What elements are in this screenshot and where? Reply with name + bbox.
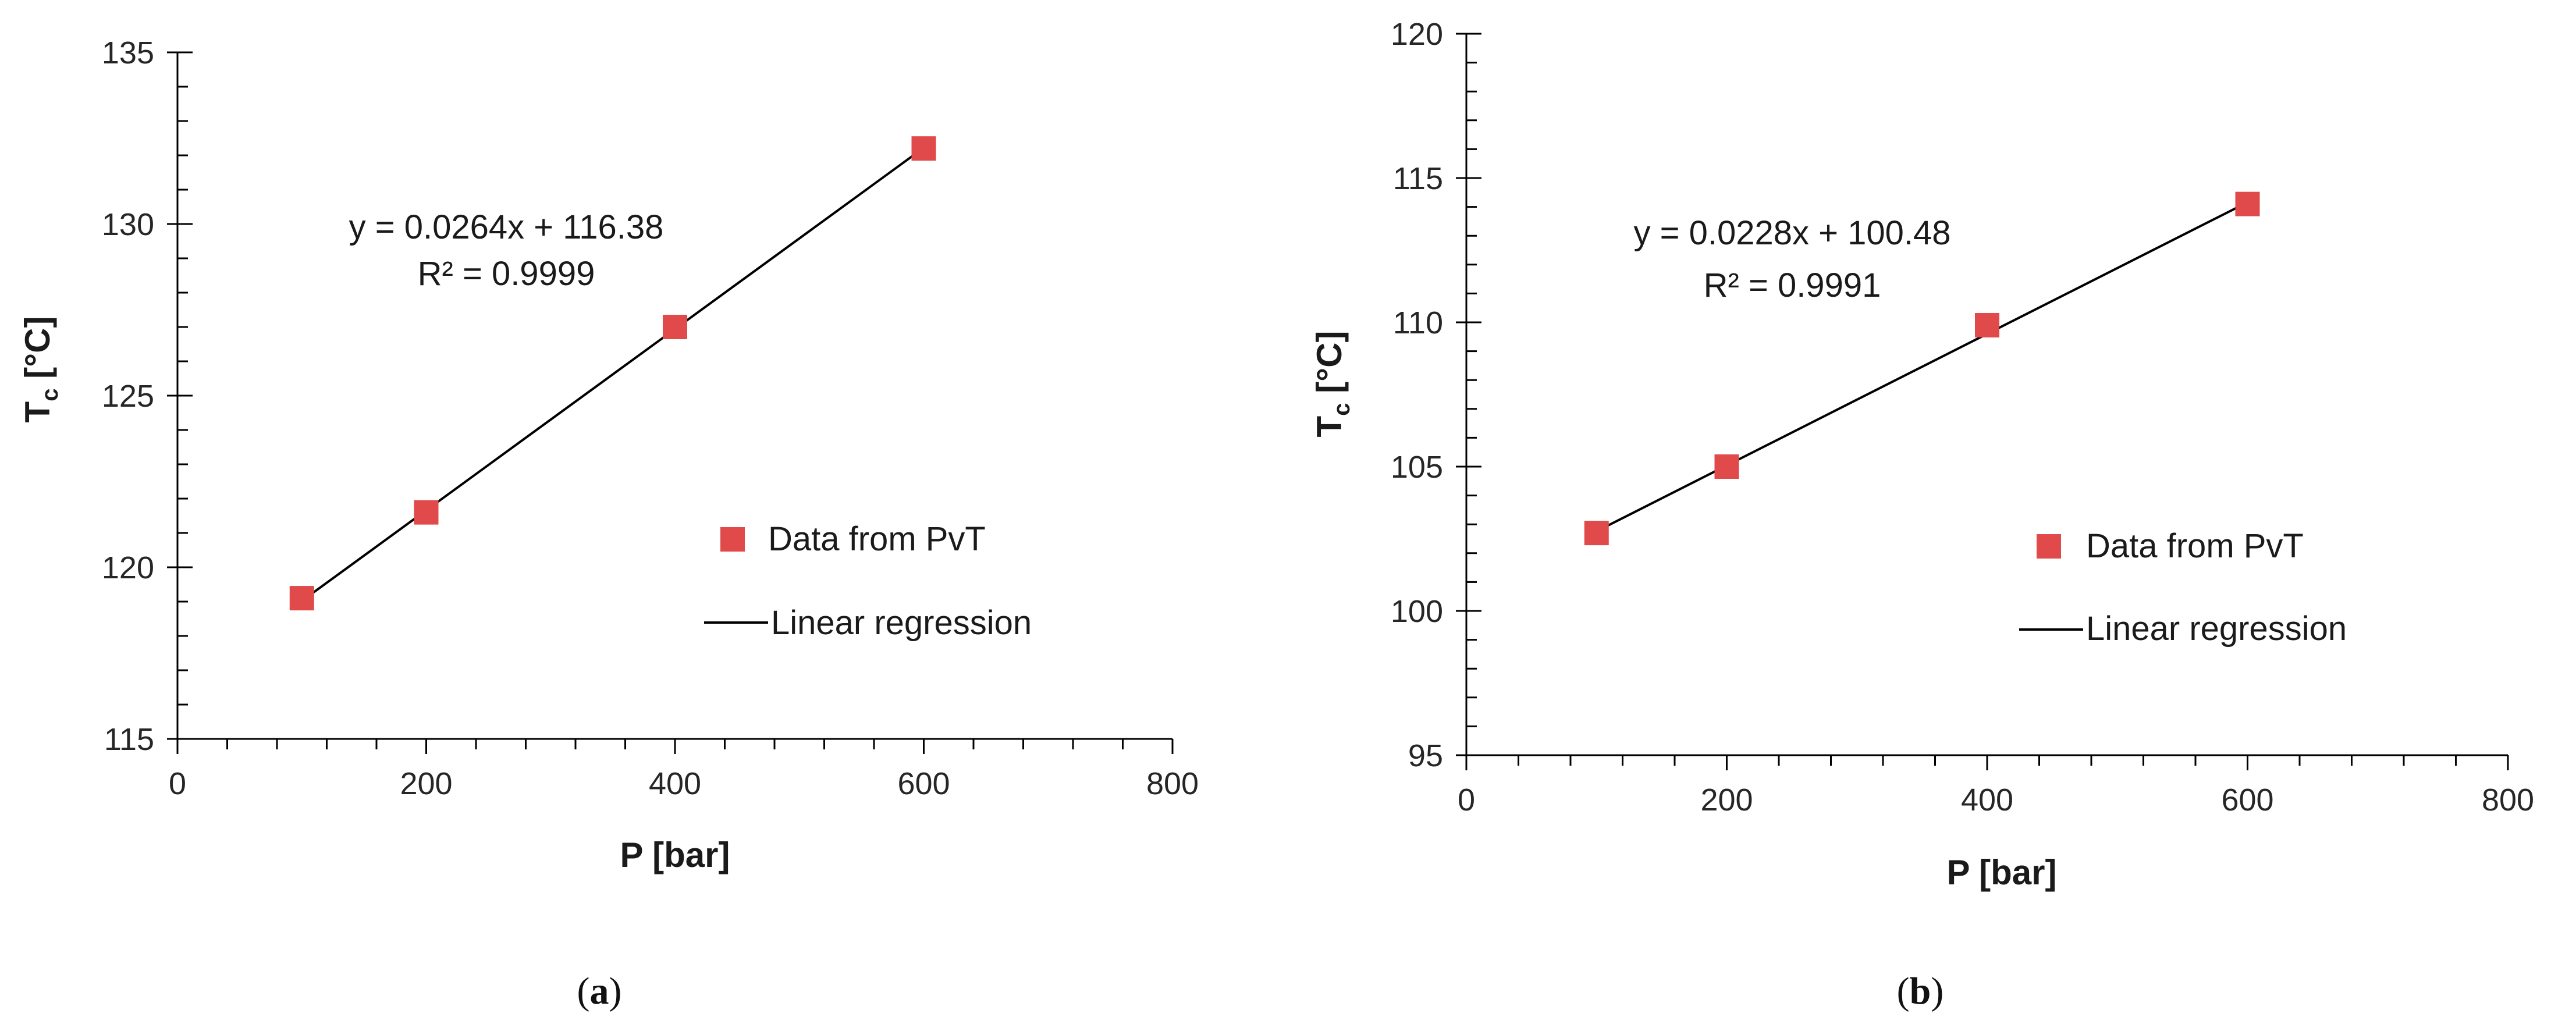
- series-b: [1584, 191, 2260, 546]
- y-tick-label-b: 105: [1391, 450, 1443, 485]
- regression-line-b: [1596, 201, 2248, 532]
- series-a: [289, 136, 936, 611]
- y-axis-title-sub-b: c: [1329, 403, 1355, 416]
- y-axis-title-sub-a: c: [37, 389, 63, 401]
- caption-a-close: ): [609, 970, 622, 1012]
- x-tick-label-a: 400: [649, 766, 701, 801]
- chart-panel-b: 0 200 400 600 800 95 100 105 110 115 120 y = 0.022…: [1310, 17, 2534, 1012]
- x-axis-title-a: P [bar]: [620, 835, 730, 874]
- y-tick-label-b: 110: [1393, 305, 1443, 340]
- data-point-a: [289, 586, 314, 611]
- caption-b: (b): [1897, 970, 1944, 1012]
- legend-label-data-b: Data from PvT: [2086, 527, 2304, 565]
- tick-labels-a: 0 200 400 600 800 115 120 125 130 135: [102, 35, 1199, 801]
- regression-equation-a: y = 0.0264x + 116.38: [349, 208, 664, 246]
- x-tick-label-a: 0: [169, 766, 186, 801]
- caption-a-label: a: [590, 970, 609, 1012]
- legend-label-regression-a: Linear regression: [771, 604, 1032, 642]
- x-tick-label-b: 0: [1458, 783, 1475, 817]
- axes-frame-b: [1465, 34, 2508, 756]
- legend-label-data-a: Data from PvT: [768, 520, 986, 558]
- y-tick-label-a: 135: [102, 35, 154, 70]
- data-point-b: [2235, 191, 2260, 216]
- y-axis-title-main-b: T: [1310, 416, 1349, 438]
- y-tick-label-b: 115: [1393, 161, 1443, 196]
- x-tick-label-a: 800: [1146, 766, 1199, 801]
- svg-text:Tc [°C]: Tc [°C]: [18, 317, 63, 423]
- caption-a-open: (: [577, 970, 590, 1012]
- regression-line-a: [301, 147, 925, 602]
- y-tick-label-b: 100: [1391, 594, 1443, 629]
- y-tick-label-a: 120: [102, 550, 154, 585]
- x-tick-label-b: 200: [1700, 783, 1753, 817]
- r-squared-a: R² = 0.9999: [418, 255, 595, 293]
- r-squared-b: R² = 0.9991: [1704, 266, 1881, 304]
- data-point-a: [414, 500, 439, 525]
- y-axis-title-unit-b: [°C]: [1310, 331, 1349, 403]
- caption-a: (a): [577, 970, 622, 1012]
- y-axis-title-unit-a: [°C]: [18, 317, 57, 389]
- legend-label-regression-b: Linear regression: [2086, 610, 2347, 648]
- data-point-b: [1975, 312, 1999, 337]
- y-axis-title-a: Tc [°C]: [18, 317, 63, 423]
- caption-b-open: (: [1897, 970, 1910, 1012]
- caption-b-label: b: [1910, 970, 1931, 1012]
- y-tick-label-b: 120: [1391, 17, 1443, 52]
- caption-b-close: ): [1931, 970, 1943, 1012]
- y-axis-title-b: Tc [°C]: [1310, 331, 1355, 438]
- y-tick-label-a: 130: [102, 207, 154, 242]
- y-tick-label-a: 125: [102, 379, 154, 414]
- x-axis-title-b: P [bar]: [1947, 853, 2057, 892]
- tick-labels-b: 0 200 400 600 800 95 100 105 110 115 120: [1391, 17, 2534, 817]
- legend-marker-data-b: [2037, 534, 2061, 559]
- y-axis-title-main-a: T: [18, 401, 57, 423]
- y-tick-label-b: 95: [1408, 738, 1443, 773]
- svg-text:Tc [°C]: Tc [°C]: [1310, 331, 1355, 438]
- x-tick-label-b: 400: [1961, 783, 2013, 817]
- legend-marker-data-a: [720, 527, 745, 552]
- y-tick-label-a: 115: [104, 722, 154, 757]
- x-tick-label-a: 200: [400, 766, 452, 801]
- ticks-b: [1456, 33, 2509, 770]
- ticks-a: [167, 51, 1174, 754]
- x-tick-label-b: 800: [2482, 783, 2534, 817]
- x-tick-label-b: 600: [2221, 783, 2273, 817]
- regression-equation-b: y = 0.0228x + 100.48: [1634, 214, 1951, 252]
- chart-panel-a: 0 200 400 600 800 115 120 125 130 135 y = 0.0264x…: [18, 35, 1199, 1012]
- x-tick-label-a: 600: [897, 766, 950, 801]
- data-point-b: [1584, 521, 1609, 546]
- data-point-a: [911, 136, 936, 161]
- data-point-b: [1714, 454, 1739, 479]
- data-point-a: [663, 315, 687, 339]
